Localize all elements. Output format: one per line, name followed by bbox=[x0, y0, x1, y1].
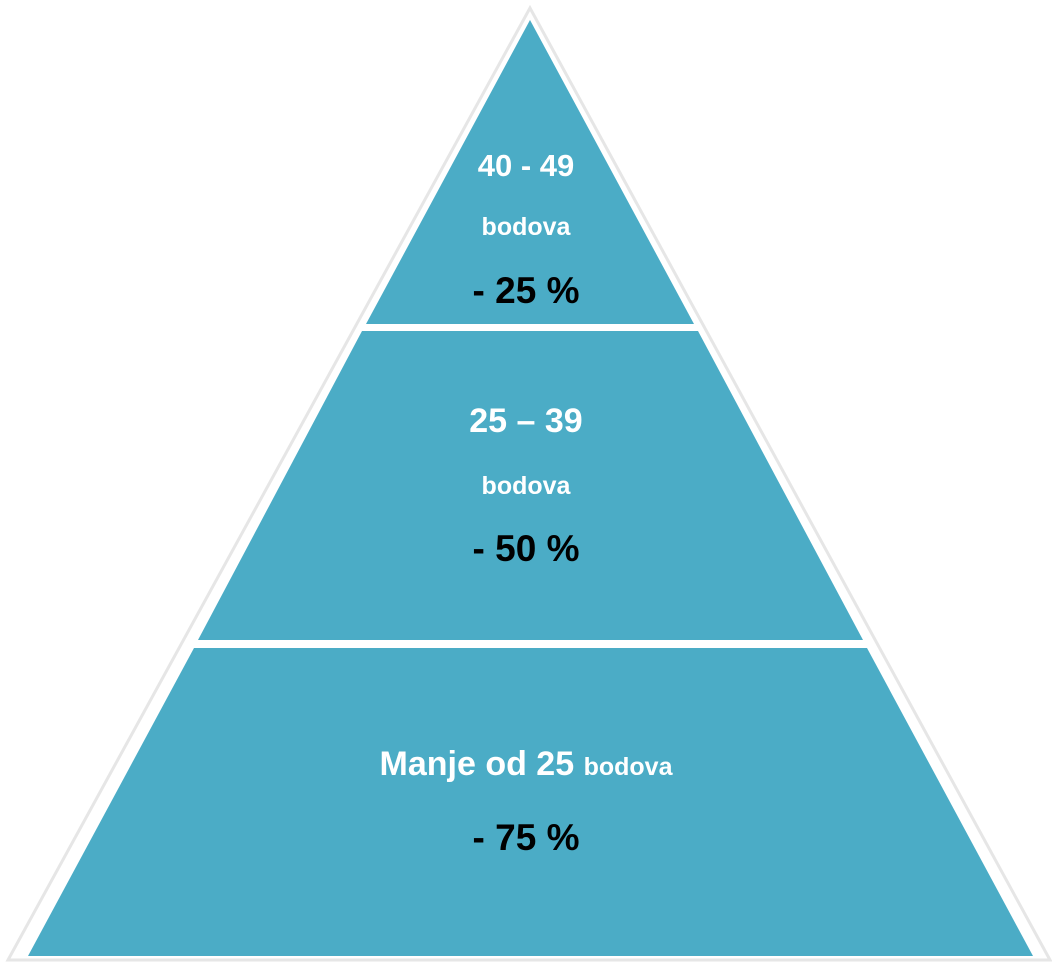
tier-middle-range: 25 – 39 bbox=[469, 402, 583, 440]
pyramid-tier-bottom bbox=[28, 648, 1033, 956]
tier-middle-unit: bodova bbox=[481, 472, 571, 500]
tier-bottom-unit: bodova bbox=[583, 753, 673, 781]
tier-bottom-reduction: - 75 % bbox=[472, 817, 580, 858]
tier-top-reduction: - 25 % bbox=[472, 270, 580, 311]
tier-top-unit: bodova bbox=[481, 213, 571, 241]
tier-middle-reduction: - 50 % bbox=[472, 528, 580, 569]
pyramid-tier-middle bbox=[198, 331, 863, 640]
tier-bottom-range: Manje od 25 bbox=[379, 745, 575, 783]
pyramid-tier-top bbox=[366, 20, 694, 324]
tier-top-range: 40 - 49 bbox=[477, 148, 575, 183]
tier-bottom-heading: Manje od 25 bodova bbox=[0, 742, 1052, 789]
